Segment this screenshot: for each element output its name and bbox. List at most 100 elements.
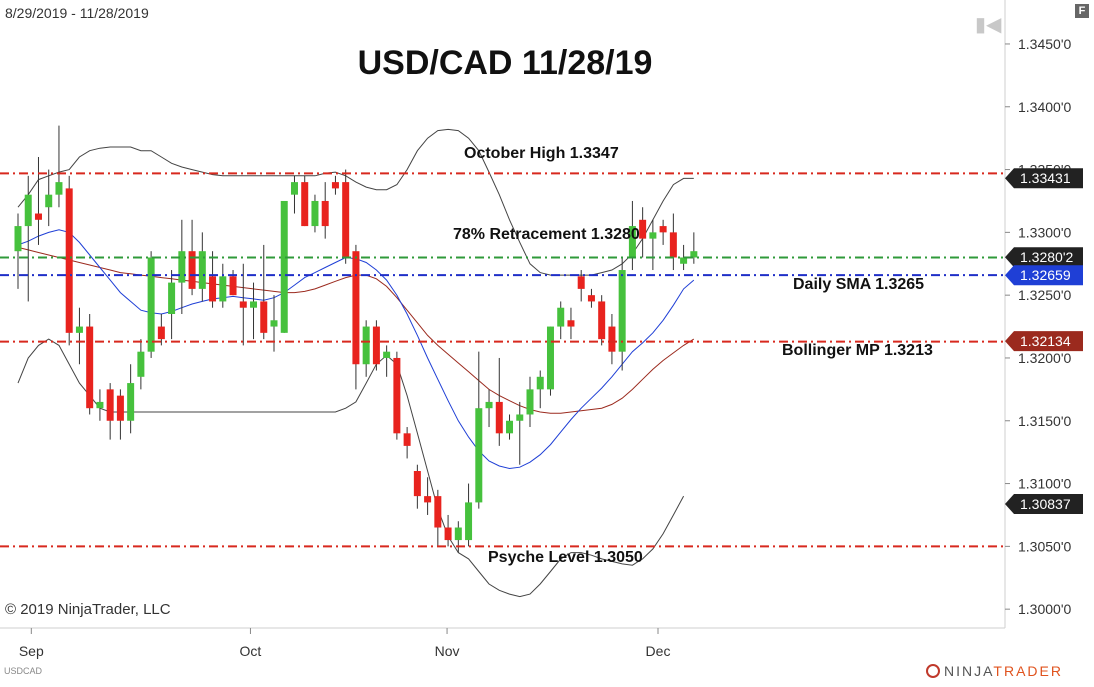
candle-body-bull — [45, 194, 53, 208]
horizontal-lines-layer — [0, 172, 1005, 548]
candle-body-bear — [188, 251, 196, 289]
chart-title: USD/CAD 11/28/19 — [357, 44, 653, 82]
candle-body-bear — [331, 182, 339, 189]
candle-body-bear — [577, 276, 585, 289]
candle-body-bull — [270, 320, 278, 327]
candle-body-bear — [239, 301, 247, 308]
candle-body-bear — [34, 213, 42, 220]
candle-body-bull — [506, 420, 514, 434]
price-badge-shape — [1005, 168, 1083, 189]
candle-body-bull — [198, 251, 206, 289]
candle-body-bear — [229, 276, 237, 296]
logo-mark-icon — [926, 664, 940, 678]
candle-body-bull — [14, 226, 22, 252]
candle-body-bull — [250, 301, 258, 308]
candle-body-bull — [465, 502, 473, 541]
candle-body-bear — [352, 251, 360, 365]
candle-body-bear — [434, 496, 442, 528]
x-axis: Sep Oct Nov Dec — [19, 628, 671, 659]
candle-body-bull — [137, 351, 145, 377]
candle-body-bear — [424, 496, 432, 503]
x-tick-label: Dec — [646, 643, 671, 659]
candle-body-bull — [127, 383, 135, 421]
candle-body-bull — [290, 182, 298, 195]
candle-body-bull — [24, 194, 32, 227]
price-badge: 1.3280'2 — [1005, 247, 1083, 268]
x-tick-label: Sep — [19, 643, 44, 659]
candle-body-bear — [567, 320, 575, 327]
price-badge-text: 1.30837 — [1020, 496, 1071, 512]
price-badge-shape — [1005, 265, 1083, 286]
candle-body-bull — [516, 414, 524, 421]
x-tick-label: Nov — [435, 643, 460, 659]
candle-body-bear — [444, 527, 452, 541]
candle-body-bull — [280, 200, 288, 333]
candle-body-bear — [413, 471, 421, 497]
candle-body-bear — [65, 188, 73, 333]
price-badge-shape — [1005, 494, 1083, 515]
price-badge-text: 1.32659 — [1020, 267, 1071, 283]
candle-body-bear — [403, 433, 411, 446]
y-tick-label: 1.3000'0 — [1018, 601, 1071, 617]
candle-body-bear — [209, 276, 217, 302]
price-badge-text: 1.32134 — [1020, 333, 1071, 349]
candle-body-bear — [669, 232, 677, 258]
price-badge-text: 1.3280'2 — [1020, 249, 1073, 265]
y-axis: 1.3000'0 1.3050'0 1.3100'0 1.3150'0 1.3200'0… — [1005, 36, 1071, 617]
logo-text-ninja: NINJA — [944, 663, 994, 679]
candle-body-bear — [639, 219, 647, 239]
price-badge-shape — [1005, 247, 1083, 268]
price-badge: 1.30837 — [1005, 494, 1083, 515]
candle-body-bull — [618, 270, 626, 352]
candle-body-bull — [55, 182, 63, 195]
candle-body-bear — [608, 326, 616, 352]
candle-body-bear — [116, 395, 124, 421]
price-badge-shape — [1005, 331, 1083, 352]
price-badges: 1.33431 1.3280'2 1.32659 1.32134 1.30837 — [1005, 168, 1083, 515]
y-tick-label: 1.3050'0 — [1018, 538, 1071, 554]
y-tick-label: 1.3100'0 — [1018, 476, 1071, 492]
candle-body-bear — [659, 226, 667, 233]
ninjatrader-logo: NINJATRADER — [926, 663, 1063, 679]
candle-body-bull — [649, 232, 657, 239]
f-button[interactable]: F — [1075, 4, 1089, 18]
annotation-daily-sma: Daily SMA 1.3265 — [793, 276, 925, 293]
candle-body-bull — [526, 389, 534, 415]
candle-body-bull — [628, 226, 636, 258]
annotation-october-high: October High 1.3347 — [464, 145, 619, 162]
candle-body-bear — [106, 389, 114, 421]
candle-body-bull — [96, 401, 104, 409]
candle-body-bull — [311, 200, 319, 227]
price-badge: 1.32659 — [1005, 265, 1083, 286]
candle-body-bull — [383, 351, 391, 358]
candle-body-bull — [536, 376, 544, 390]
candle-body-bear — [587, 295, 595, 302]
y-tick-label: 1.3450'0 — [1018, 36, 1071, 52]
candle-body-bull — [557, 307, 565, 327]
annotation-bollinger-mp: Bollinger MP 1.3213 — [782, 342, 933, 359]
candle-body-bear — [495, 401, 503, 434]
candle-body-bear — [598, 301, 606, 340]
y-tick-label: 1.3250'0 — [1018, 287, 1071, 303]
y-tick-label: 1.3400'0 — [1018, 99, 1071, 115]
candle-body-bull — [178, 251, 186, 283]
date-range-label: 8/29/2019 - 11/28/2019 — [5, 5, 149, 21]
y-tick-label: 1.3200'0 — [1018, 350, 1071, 366]
candle-body-bull — [168, 282, 176, 314]
copyright-notice: © 2019 NinjaTrader, LLC — [5, 601, 171, 618]
candle-body-bear — [301, 182, 309, 227]
scroll-to-start-icon[interactable]: ▮◀ — [975, 14, 1002, 36]
candle-body-bear — [321, 200, 329, 227]
candle-body-bull — [147, 257, 155, 352]
candle-body-bull — [75, 326, 83, 333]
candle-body-bull — [546, 326, 554, 390]
price-badge-text: 1.33431 — [1020, 170, 1071, 186]
candle-body-bull — [454, 527, 462, 541]
candle-body-bear — [372, 326, 380, 365]
candle-body-bull — [680, 257, 688, 264]
symbol-label: USDCAD — [4, 666, 43, 676]
candle-body-bear — [86, 326, 94, 409]
annotation-retracement: 78% Retracement 1.3280 — [453, 226, 640, 243]
price-badge: 1.32134 — [1005, 331, 1083, 352]
